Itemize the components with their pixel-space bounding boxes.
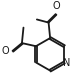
Text: O: O bbox=[2, 46, 9, 56]
Text: N: N bbox=[63, 58, 70, 68]
Text: O: O bbox=[53, 1, 60, 11]
